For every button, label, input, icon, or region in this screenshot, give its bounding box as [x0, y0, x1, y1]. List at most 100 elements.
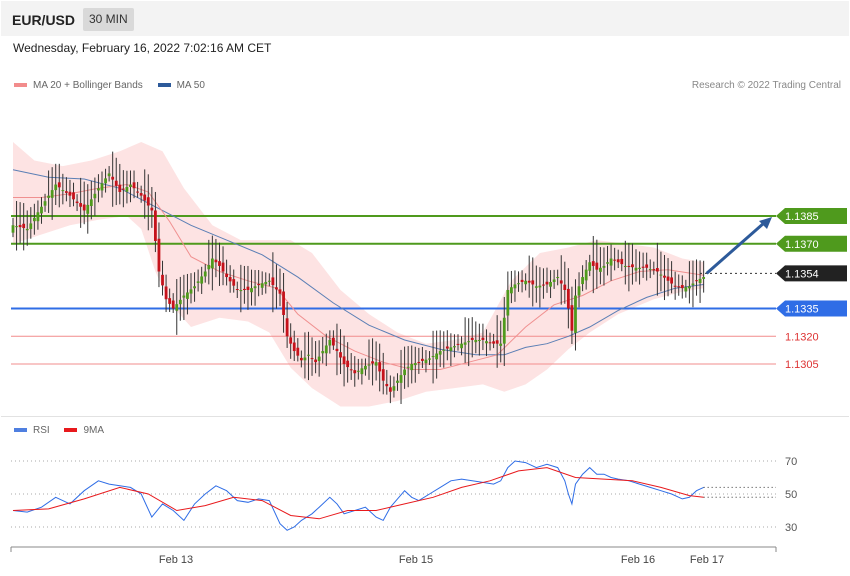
candle-body	[474, 339, 478, 343]
x-tick-label: Feb 17	[690, 554, 724, 566]
candle-body	[121, 188, 125, 190]
rsi-tick-label: 70	[785, 456, 797, 468]
candle-body	[421, 358, 424, 361]
candle-body	[577, 286, 581, 296]
candle-body	[292, 342, 296, 352]
legend-label: MA 20 + Bollinger Bands	[33, 80, 143, 91]
candle-body	[129, 184, 132, 188]
candle-body	[15, 226, 18, 228]
candle-body	[324, 345, 328, 354]
candle-body	[332, 337, 335, 346]
legend-item-ma50: MA 50	[157, 80, 205, 91]
candle-body	[691, 283, 695, 286]
candle-body	[563, 284, 567, 290]
legend-swatch	[64, 428, 78, 433]
candle-body	[381, 369, 385, 381]
candle-body	[449, 347, 453, 351]
candle-body	[659, 274, 663, 276]
candle-body	[253, 286, 257, 289]
candle-body	[267, 280, 271, 282]
candle-body	[342, 356, 346, 364]
candle-body	[257, 284, 261, 286]
candle-body	[193, 286, 196, 289]
candle-body	[428, 358, 431, 360]
candle-body	[371, 361, 374, 364]
candle-body	[57, 182, 61, 188]
candle-body	[118, 184, 122, 192]
candle-body	[18, 225, 22, 228]
candle-body	[477, 339, 481, 341]
candle-body	[40, 206, 43, 214]
price-chart[interactable]: 1.1385 1.1370 1.1354 1.1335 1.1320 1.1305	[0, 0, 850, 416]
legend-swatch	[14, 428, 27, 433]
candle-body	[638, 267, 641, 269]
candle-body	[171, 300, 175, 309]
candle-body	[11, 225, 15, 233]
candle-body	[527, 280, 531, 283]
panel-divider	[1, 416, 849, 417]
candle-body	[609, 258, 613, 266]
candle-body	[65, 191, 68, 193]
candle-body	[410, 364, 414, 371]
candle-body	[285, 318, 289, 337]
candle-body	[339, 352, 342, 358]
x-tick-label: Feb 16	[621, 554, 655, 566]
candle-body	[97, 188, 100, 191]
candle-body	[385, 383, 389, 387]
candle-body	[289, 337, 293, 344]
level-label: 1.1385	[785, 211, 819, 223]
candle-body	[417, 361, 421, 363]
candle-body	[275, 287, 278, 290]
candle-body	[125, 187, 129, 192]
candle-body	[307, 354, 310, 356]
candle-body	[335, 348, 339, 352]
candle-body	[684, 287, 688, 292]
legend-item-ma20: MA 20 + Bollinger Bands	[14, 80, 143, 91]
candle-body	[146, 197, 150, 206]
level-label: 1.1320	[785, 331, 819, 343]
x-tick-label: Feb 15	[399, 554, 433, 566]
candle-body	[388, 387, 392, 392]
candle-body	[581, 277, 584, 285]
candle-body	[641, 266, 645, 268]
candle-body	[520, 279, 524, 282]
candle-body	[364, 365, 367, 370]
candle-body	[93, 193, 97, 199]
candle-body	[613, 259, 617, 261]
candle-body	[467, 341, 471, 343]
candle-body	[545, 281, 549, 285]
candle-body	[695, 280, 698, 282]
candle-body	[278, 289, 282, 294]
candle-body	[688, 286, 691, 289]
candle-body	[542, 284, 545, 286]
candle-body	[82, 204, 86, 211]
candle-body	[559, 280, 563, 284]
candle-body	[136, 191, 139, 193]
candle-body	[61, 190, 65, 192]
candle-body	[182, 295, 186, 298]
candle-body	[442, 349, 446, 351]
candle-body	[566, 288, 570, 309]
candle-body	[670, 277, 673, 284]
candle-body	[264, 281, 268, 285]
candle-body	[588, 262, 592, 271]
level-label: 1.1335	[785, 304, 819, 316]
candle-body	[72, 192, 75, 200]
candle-body	[666, 276, 670, 281]
candle-body	[75, 201, 79, 204]
candle-body	[250, 288, 253, 293]
level-label: 1.1305	[785, 359, 819, 371]
candle-body	[22, 223, 26, 229]
candle-body	[606, 262, 609, 264]
candle-body	[495, 340, 499, 344]
legend-item-9ma: 9MA	[64, 425, 104, 436]
candle-body	[314, 359, 317, 363]
interval-button[interactable]: 30 MIN	[83, 8, 134, 31]
candle-body	[353, 370, 357, 374]
candle-body	[413, 363, 417, 366]
candle-body	[492, 341, 495, 344]
level-tag-resistance	[776, 235, 847, 252]
header-bar: EUR/USD 30 MIN	[1, 1, 849, 36]
candle-body	[154, 210, 157, 241]
candle-body	[591, 261, 595, 266]
